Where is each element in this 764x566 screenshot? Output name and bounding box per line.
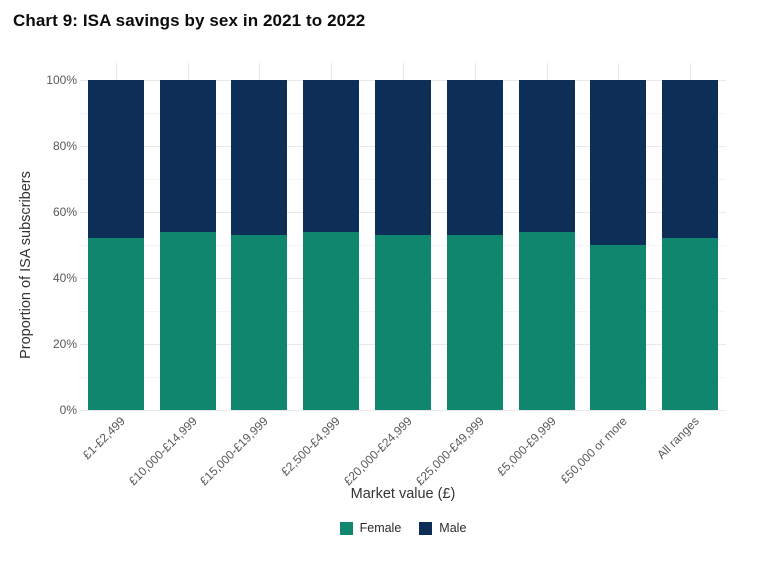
bar-segment-male	[88, 80, 144, 238]
y-axis-title: Proportion of ISA subscribers	[18, 171, 34, 359]
bar-segment-male	[375, 80, 431, 235]
legend-label: Male	[439, 521, 467, 535]
legend-item-male: Male	[419, 521, 466, 535]
bar-segment-female	[160, 232, 216, 410]
y-tick-label: 80%	[52, 139, 77, 153]
bar-segment-female	[375, 235, 431, 410]
legend-label: Female	[359, 521, 402, 535]
bar-segment-male	[231, 80, 287, 235]
bar-segment-male	[590, 80, 646, 245]
plot-area	[80, 63, 726, 411]
legend: Female Male	[80, 521, 726, 535]
bar-segment-male	[519, 80, 575, 232]
x-axis-title: Market value (£)	[350, 486, 456, 502]
bar-segment-female	[303, 232, 359, 410]
bar-segment-male	[662, 80, 718, 238]
y-tick-label: 20%	[52, 337, 77, 351]
legend-item-female: Female	[339, 521, 402, 535]
chart-title: Chart 9: ISA savings by sex in 2021 to 2…	[13, 11, 366, 30]
y-tick-label: 100%	[46, 73, 77, 87]
y-tick-label: 60%	[52, 205, 77, 219]
bar-segment-female	[519, 232, 575, 410]
bar-segment-female	[447, 235, 503, 410]
legend-swatch-female	[339, 521, 353, 535]
bar-segment-female	[590, 245, 646, 410]
y-tick-label: 0%	[59, 403, 77, 417]
bar-segment-female	[662, 238, 718, 410]
y-tick-label: 40%	[52, 271, 77, 285]
bar-segment-female	[231, 235, 287, 410]
bar-segment-male	[447, 80, 503, 235]
gridline-major	[80, 410, 726, 411]
bar-segment-male	[160, 80, 216, 232]
bar-segment-male	[303, 80, 359, 232]
bar-segment-female	[88, 238, 144, 410]
legend-swatch-male	[419, 521, 433, 535]
